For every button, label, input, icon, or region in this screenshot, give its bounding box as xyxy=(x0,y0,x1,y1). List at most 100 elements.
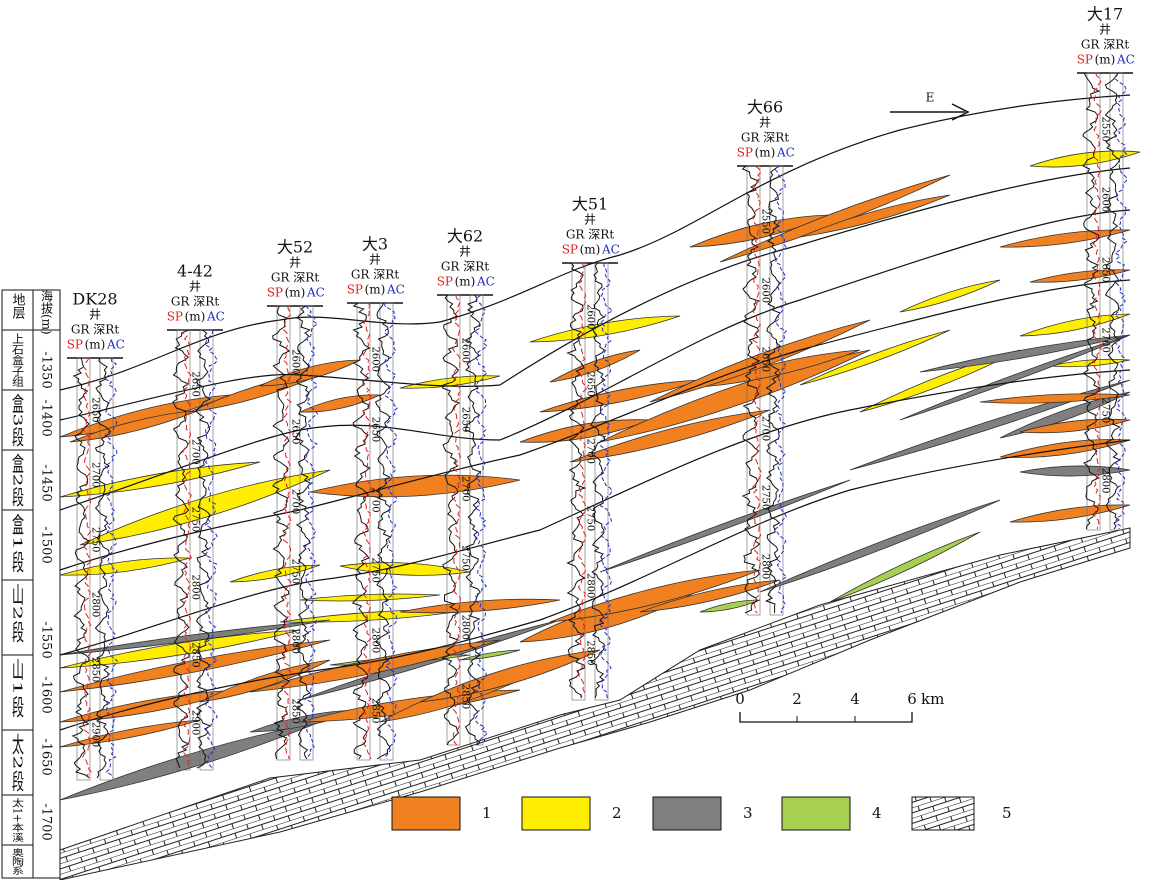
depth-label: 2800 xyxy=(90,592,101,617)
sp-label: SP xyxy=(347,283,363,297)
depth-label: 2750 xyxy=(90,527,101,552)
stratum-label: 太1+本溪 xyxy=(11,797,25,842)
ac-log xyxy=(598,262,614,699)
unit-label: (m) xyxy=(755,146,776,160)
well-name: 大3 xyxy=(362,235,388,254)
well-suffix: 井 xyxy=(584,213,596,227)
ac-label: AC xyxy=(386,283,405,297)
depth-label: 2850 xyxy=(290,698,301,723)
depth-label: 2800 xyxy=(460,615,471,640)
stratum-label: 盒1段 xyxy=(11,510,25,574)
stratum-label: 山2段 xyxy=(11,582,25,644)
well-track xyxy=(446,294,461,746)
depth-label: 2650 xyxy=(585,371,596,396)
depth-label: 2600 xyxy=(460,338,471,363)
sand-body xyxy=(299,689,521,723)
sand-body xyxy=(1019,418,1131,434)
well-name: 大66 xyxy=(747,98,783,117)
sp-log xyxy=(362,302,372,760)
gr-log xyxy=(71,357,91,779)
well-name: 4-42 xyxy=(177,262,213,281)
ac-log xyxy=(1114,72,1129,530)
depth-label: 2650 xyxy=(290,419,301,444)
rt-log xyxy=(765,165,782,614)
sand-body xyxy=(1019,313,1131,337)
sp-label: SP xyxy=(167,310,183,324)
depth-label: 2650 xyxy=(190,371,201,396)
ac-label: AC xyxy=(106,338,125,352)
gr-log xyxy=(566,262,587,699)
rt-log xyxy=(94,357,111,779)
depth-label: 2700 xyxy=(370,487,381,512)
sand-body xyxy=(539,379,701,413)
depth-label: 2600 xyxy=(290,349,301,374)
unit-label: (m) xyxy=(1095,53,1116,67)
depth-label: 2800 xyxy=(290,629,301,654)
depth-label: 2850 xyxy=(460,684,471,709)
sand-body xyxy=(309,474,521,498)
well-track xyxy=(176,329,191,771)
depth-label: 2550 xyxy=(760,209,771,234)
depth-label: 2550 xyxy=(1100,117,1111,142)
sand-body xyxy=(1019,465,1131,477)
unit-label: (m) xyxy=(185,310,206,324)
log-header: GR 深Rt xyxy=(171,295,219,309)
well-track xyxy=(594,262,609,701)
depth-label: 2900 xyxy=(90,722,101,747)
sand-body xyxy=(599,479,851,573)
elevation-label: -1550 xyxy=(39,621,54,658)
depth-label: 2750 xyxy=(760,485,771,510)
scale-label: 4 xyxy=(850,690,860,708)
well-suffix: 井 xyxy=(1099,23,1111,37)
limestone-basement xyxy=(59,527,1131,880)
sand-body xyxy=(259,359,361,387)
sand-body xyxy=(899,279,1001,313)
sp-label: SP xyxy=(1077,53,1093,67)
sp-label: SP xyxy=(437,275,453,289)
log-header: GR 深Rt xyxy=(271,271,319,285)
depth-label: 2750 xyxy=(1100,398,1111,423)
sand-body xyxy=(799,194,951,238)
depth-label: 2700 xyxy=(460,476,471,501)
well-track xyxy=(571,262,586,701)
layers xyxy=(59,150,1141,801)
strat-lines xyxy=(59,94,1131,731)
well-suffix: 井 xyxy=(89,308,101,322)
sp-log xyxy=(752,165,762,614)
depth-label: 2700 xyxy=(90,462,101,487)
depth-label: 2650 xyxy=(1100,257,1111,282)
strat-line xyxy=(59,279,1131,571)
stratum-label: 太2段 xyxy=(11,730,25,793)
depth-label: 2800 xyxy=(585,573,596,598)
ac-label: AC xyxy=(206,310,225,324)
sand-body xyxy=(829,531,981,603)
depth-label: 2600 xyxy=(370,347,381,372)
unit-label: (m) xyxy=(455,275,476,289)
depth-label: 2650 xyxy=(90,397,101,422)
depth-label: 2700 xyxy=(760,416,771,441)
gr-log xyxy=(351,302,371,760)
well-track xyxy=(356,302,371,761)
sand-body xyxy=(1009,504,1131,523)
sand-body xyxy=(719,174,951,263)
strat-line xyxy=(59,439,1131,731)
legend-label: 5 xyxy=(1002,804,1012,822)
well-suffix: 井 xyxy=(289,256,301,270)
sp-label: SP xyxy=(737,146,753,160)
column-header: 地层 xyxy=(10,293,26,320)
rt-log xyxy=(295,305,311,760)
ac-label: AC xyxy=(476,275,495,289)
depth-label: 2750 xyxy=(190,507,201,532)
log-header: GR 深Rt xyxy=(71,323,119,337)
well-name: 大62 xyxy=(447,227,483,246)
depth-label: 2800 xyxy=(1100,468,1111,493)
depth-label: 2800 xyxy=(760,554,771,579)
ac-log xyxy=(103,357,118,779)
depth-label: 2700 xyxy=(190,439,201,464)
elevation-label: -1650 xyxy=(39,738,54,775)
sand-body xyxy=(299,394,381,413)
well-track xyxy=(1109,72,1124,531)
depth-label: 2700 xyxy=(585,439,596,464)
